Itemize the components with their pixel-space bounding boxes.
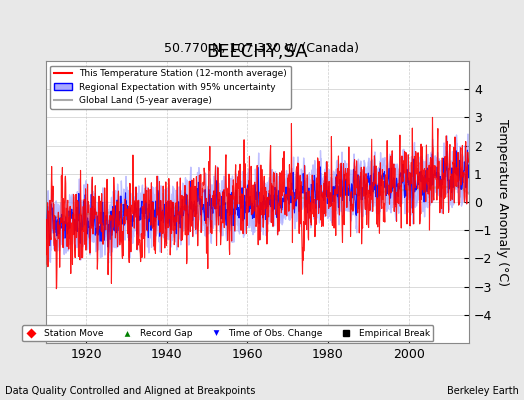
Y-axis label: Temperature Anomaly (°C): Temperature Anomaly (°C) <box>496 118 509 286</box>
Text: Berkeley Earth: Berkeley Earth <box>447 386 519 396</box>
Title: BEECHY,SA: BEECHY,SA <box>206 43 308 61</box>
Legend: Station Move, Record Gap, Time of Obs. Change, Empirical Break: Station Move, Record Gap, Time of Obs. C… <box>23 325 433 342</box>
Text: 50.770 N, 107.320 W (Canada): 50.770 N, 107.320 W (Canada) <box>165 42 359 55</box>
Text: Data Quality Controlled and Aligned at Breakpoints: Data Quality Controlled and Aligned at B… <box>5 386 256 396</box>
